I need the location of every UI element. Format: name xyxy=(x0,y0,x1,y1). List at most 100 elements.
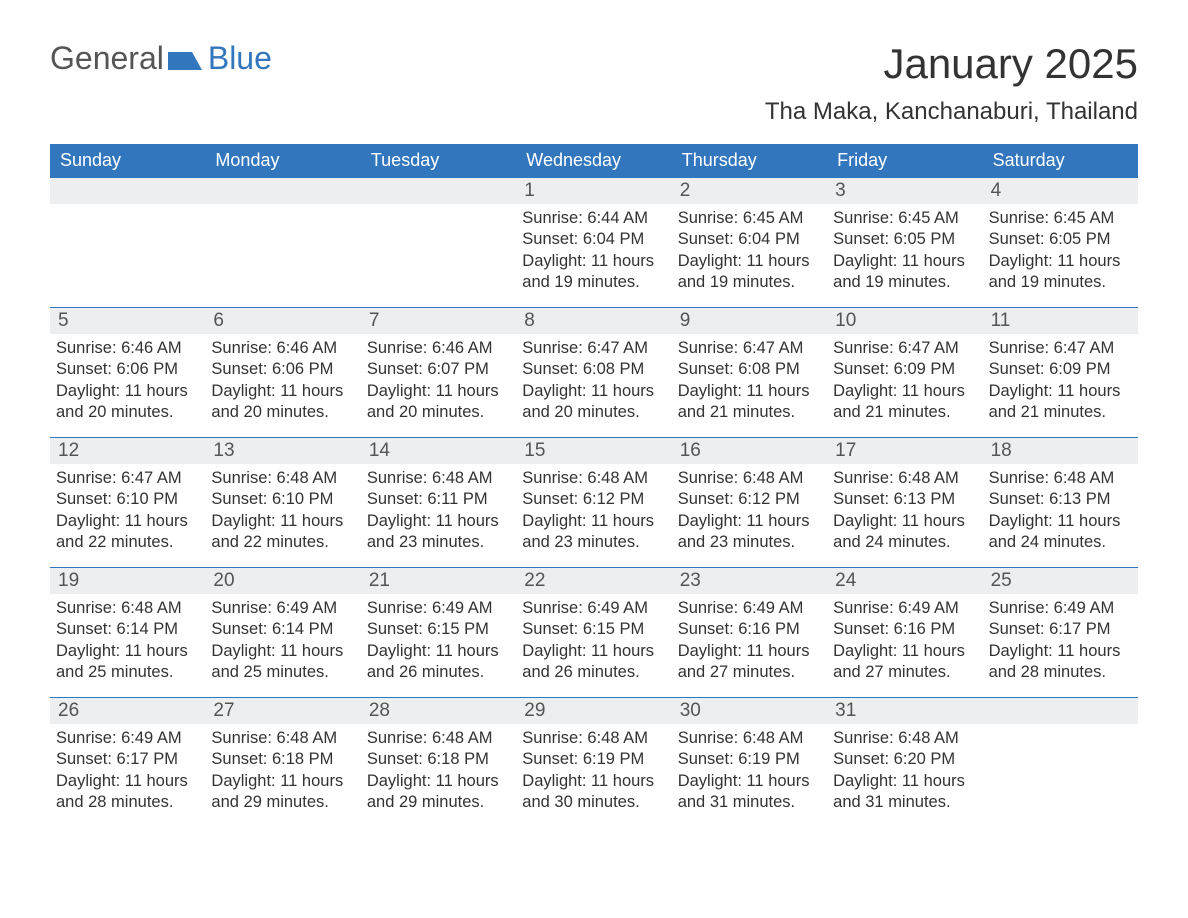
day-number: 14 xyxy=(361,437,516,464)
day-number: 6 xyxy=(205,307,360,334)
day-body: Sunrise: 6:48 AMSunset: 6:10 PMDaylight:… xyxy=(205,464,360,564)
title-block: January 2025 Tha Maka, Kanchanaburi, Tha… xyxy=(765,40,1138,126)
calendar-cell: 4Sunrise: 6:45 AMSunset: 6:05 PMDaylight… xyxy=(983,177,1138,307)
daylight-text: Daylight: 11 hours and 19 minutes. xyxy=(678,251,821,294)
day-number: 31 xyxy=(827,697,982,724)
sunrise-text: Sunrise: 6:46 AM xyxy=(367,338,510,359)
day-number: 29 xyxy=(516,697,671,724)
day-number: 13 xyxy=(205,437,360,464)
day-number: 3 xyxy=(827,177,982,204)
day-body: Sunrise: 6:46 AMSunset: 6:07 PMDaylight:… xyxy=(361,334,516,434)
sunset-text: Sunset: 6:11 PM xyxy=(367,489,510,510)
sunset-text: Sunset: 6:10 PM xyxy=(211,489,354,510)
sunset-text: Sunset: 6:06 PM xyxy=(56,359,199,380)
day-number: 15 xyxy=(516,437,671,464)
calendar-cell: 11Sunrise: 6:47 AMSunset: 6:09 PMDayligh… xyxy=(983,307,1138,437)
sunrise-text: Sunrise: 6:47 AM xyxy=(678,338,821,359)
sunrise-text: Sunrise: 6:49 AM xyxy=(211,598,354,619)
calendar-cell: 31Sunrise: 6:48 AMSunset: 6:20 PMDayligh… xyxy=(827,697,982,827)
calendar-cell: . xyxy=(205,177,360,307)
daylight-text: Daylight: 11 hours and 27 minutes. xyxy=(678,641,821,684)
daylight-text: Daylight: 11 hours and 25 minutes. xyxy=(56,641,199,684)
calendar-cell: 13Sunrise: 6:48 AMSunset: 6:10 PMDayligh… xyxy=(205,437,360,567)
daylight-text: Daylight: 11 hours and 20 minutes. xyxy=(367,381,510,424)
sunrise-text: Sunrise: 6:48 AM xyxy=(367,728,510,749)
sunset-text: Sunset: 6:07 PM xyxy=(367,359,510,380)
calendar-cell: 23Sunrise: 6:49 AMSunset: 6:16 PMDayligh… xyxy=(672,567,827,697)
sunrise-text: Sunrise: 6:46 AM xyxy=(211,338,354,359)
daylight-text: Daylight: 11 hours and 25 minutes. xyxy=(211,641,354,684)
day-number: 4 xyxy=(983,177,1138,204)
sunrise-text: Sunrise: 6:45 AM xyxy=(989,208,1132,229)
day-body: Sunrise: 6:44 AMSunset: 6:04 PMDaylight:… xyxy=(516,204,671,304)
day-body: Sunrise: 6:49 AMSunset: 6:16 PMDaylight:… xyxy=(672,594,827,694)
sunrise-text: Sunrise: 6:49 AM xyxy=(989,598,1132,619)
day-number: 22 xyxy=(516,567,671,594)
day-body: Sunrise: 6:48 AMSunset: 6:20 PMDaylight:… xyxy=(827,724,982,824)
sunrise-text: Sunrise: 6:48 AM xyxy=(56,598,199,619)
day-body: Sunrise: 6:49 AMSunset: 6:15 PMDaylight:… xyxy=(361,594,516,694)
day-body: Sunrise: 6:48 AMSunset: 6:11 PMDaylight:… xyxy=(361,464,516,564)
day-number: 23 xyxy=(672,567,827,594)
calendar-cell: 1Sunrise: 6:44 AMSunset: 6:04 PMDaylight… xyxy=(516,177,671,307)
calendar-cell: 8Sunrise: 6:47 AMSunset: 6:08 PMDaylight… xyxy=(516,307,671,437)
day-body: Sunrise: 6:48 AMSunset: 6:19 PMDaylight:… xyxy=(516,724,671,824)
daylight-text: Daylight: 11 hours and 24 minutes. xyxy=(833,511,976,554)
day-body: Sunrise: 6:48 AMSunset: 6:19 PMDaylight:… xyxy=(672,724,827,824)
daylight-text: Daylight: 11 hours and 30 minutes. xyxy=(522,771,665,814)
day-number: 19 xyxy=(50,567,205,594)
daylight-text: Daylight: 11 hours and 20 minutes. xyxy=(522,381,665,424)
calendar-cell: 12Sunrise: 6:47 AMSunset: 6:10 PMDayligh… xyxy=(50,437,205,567)
sunset-text: Sunset: 6:16 PM xyxy=(678,619,821,640)
sunset-text: Sunset: 6:08 PM xyxy=(522,359,665,380)
day-body: Sunrise: 6:48 AMSunset: 6:18 PMDaylight:… xyxy=(361,724,516,824)
sunset-text: Sunset: 6:16 PM xyxy=(833,619,976,640)
daylight-text: Daylight: 11 hours and 26 minutes. xyxy=(367,641,510,684)
day-number: 21 xyxy=(361,567,516,594)
day-body: Sunrise: 6:49 AMSunset: 6:14 PMDaylight:… xyxy=(205,594,360,694)
day-body xyxy=(50,204,205,218)
day-number: . xyxy=(205,177,360,204)
sunset-text: Sunset: 6:19 PM xyxy=(522,749,665,770)
day-body: Sunrise: 6:48 AMSunset: 6:13 PMDaylight:… xyxy=(983,464,1138,564)
calendar-cell: 21Sunrise: 6:49 AMSunset: 6:15 PMDayligh… xyxy=(361,567,516,697)
calendar-cell: 19Sunrise: 6:48 AMSunset: 6:14 PMDayligh… xyxy=(50,567,205,697)
sunrise-text: Sunrise: 6:48 AM xyxy=(678,728,821,749)
calendar-cell: 10Sunrise: 6:47 AMSunset: 6:09 PMDayligh… xyxy=(827,307,982,437)
daylight-text: Daylight: 11 hours and 19 minutes. xyxy=(522,251,665,294)
sunrise-text: Sunrise: 6:47 AM xyxy=(56,468,199,489)
daylight-text: Daylight: 11 hours and 28 minutes. xyxy=(56,771,199,814)
sunrise-text: Sunrise: 6:48 AM xyxy=(989,468,1132,489)
sunrise-text: Sunrise: 6:48 AM xyxy=(211,468,354,489)
daylight-text: Daylight: 11 hours and 24 minutes. xyxy=(989,511,1132,554)
day-number: 5 xyxy=(50,307,205,334)
sunset-text: Sunset: 6:04 PM xyxy=(522,229,665,250)
sunrise-text: Sunrise: 6:48 AM xyxy=(833,728,976,749)
logo-flag-icon xyxy=(168,48,202,70)
sunset-text: Sunset: 6:15 PM xyxy=(522,619,665,640)
daylight-text: Daylight: 11 hours and 23 minutes. xyxy=(678,511,821,554)
sunrise-text: Sunrise: 6:47 AM xyxy=(833,338,976,359)
sunset-text: Sunset: 6:12 PM xyxy=(522,489,665,510)
calendar-cell: 26Sunrise: 6:49 AMSunset: 6:17 PMDayligh… xyxy=(50,697,205,827)
day-number: 1 xyxy=(516,177,671,204)
daylight-text: Daylight: 11 hours and 23 minutes. xyxy=(367,511,510,554)
day-body: Sunrise: 6:46 AMSunset: 6:06 PMDaylight:… xyxy=(50,334,205,434)
sunrise-text: Sunrise: 6:46 AM xyxy=(56,338,199,359)
calendar-cell: 14Sunrise: 6:48 AMSunset: 6:11 PMDayligh… xyxy=(361,437,516,567)
calendar-cell: 29Sunrise: 6:48 AMSunset: 6:19 PMDayligh… xyxy=(516,697,671,827)
sunrise-text: Sunrise: 6:48 AM xyxy=(678,468,821,489)
month-title: January 2025 xyxy=(765,40,1138,88)
day-number: 10 xyxy=(827,307,982,334)
calendar-cell: 24Sunrise: 6:49 AMSunset: 6:16 PMDayligh… xyxy=(827,567,982,697)
sunrise-text: Sunrise: 6:49 AM xyxy=(833,598,976,619)
sunset-text: Sunset: 6:10 PM xyxy=(56,489,199,510)
location: Tha Maka, Kanchanaburi, Thailand xyxy=(765,98,1138,126)
daylight-text: Daylight: 11 hours and 19 minutes. xyxy=(989,251,1132,294)
calendar-grid: SundayMondayTuesdayWednesdayThursdayFrid… xyxy=(50,144,1138,827)
day-number: 25 xyxy=(983,567,1138,594)
daylight-text: Daylight: 11 hours and 22 minutes. xyxy=(211,511,354,554)
day-number: . xyxy=(983,697,1138,724)
day-number: 11 xyxy=(983,307,1138,334)
sunrise-text: Sunrise: 6:47 AM xyxy=(989,338,1132,359)
